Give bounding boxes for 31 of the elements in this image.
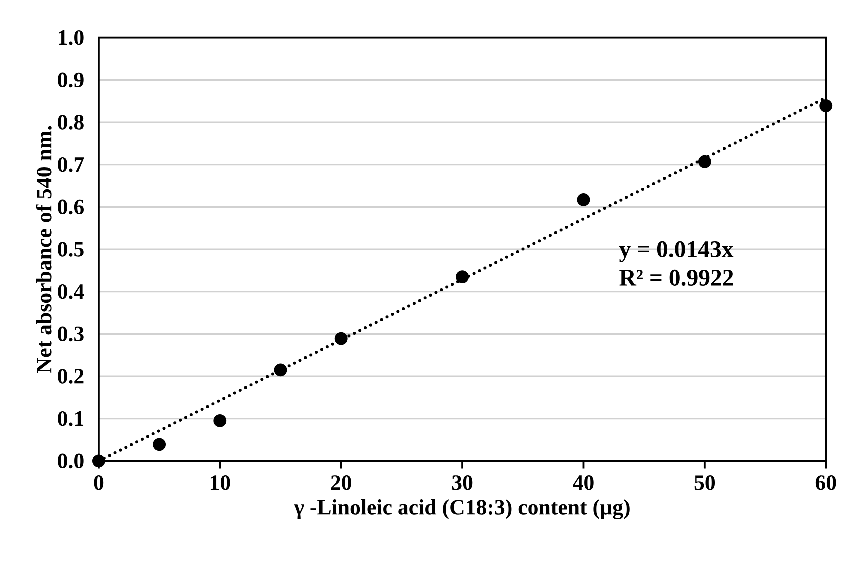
y-tick-label: 0.7 — [58, 157, 84, 172]
point — [214, 414, 227, 428]
x-axis-title: γ -Linoleic acid (C18:3) content (µg) — [294, 499, 630, 520]
point — [153, 438, 166, 452]
y-tick-label: 0.2 — [58, 369, 84, 384]
y-tick-label: 1.0 — [59, 30, 84, 46]
point — [92, 454, 106, 468]
y-tick-label: 0.1 — [58, 411, 84, 426]
y-tick-label: 0.9 — [58, 72, 84, 88]
y-tick-label: 0.4 — [58, 284, 84, 300]
x-tick-label: 40 — [573, 475, 594, 490]
y-tick-label: 0.0 — [58, 454, 84, 468]
y-tick-label: 0.5 — [58, 242, 84, 257]
point — [274, 364, 288, 377]
x-tick-label: 0 — [94, 475, 104, 490]
y-tick-label: 0.6 — [58, 200, 84, 214]
x-tick-label: 10 — [210, 475, 230, 490]
annotation: R² = 0.9922 — [620, 270, 734, 286]
point — [820, 99, 833, 112]
point — [334, 332, 348, 346]
annotation: y = 0.0143x — [619, 241, 734, 262]
x-tick-label: 20 — [331, 475, 352, 490]
point — [456, 270, 469, 284]
y-tick-label: 0.8 — [58, 115, 84, 130]
y-axis-title: Net absorbance of 540 nm. — [36, 126, 52, 374]
point — [698, 155, 712, 168]
x-tick-label: 30 — [452, 475, 473, 490]
x-tick-label: 50 — [694, 475, 716, 490]
point — [577, 193, 590, 206]
x-tick-label: 60 — [816, 475, 836, 490]
y-tick-label: 0.3 — [58, 326, 84, 342]
